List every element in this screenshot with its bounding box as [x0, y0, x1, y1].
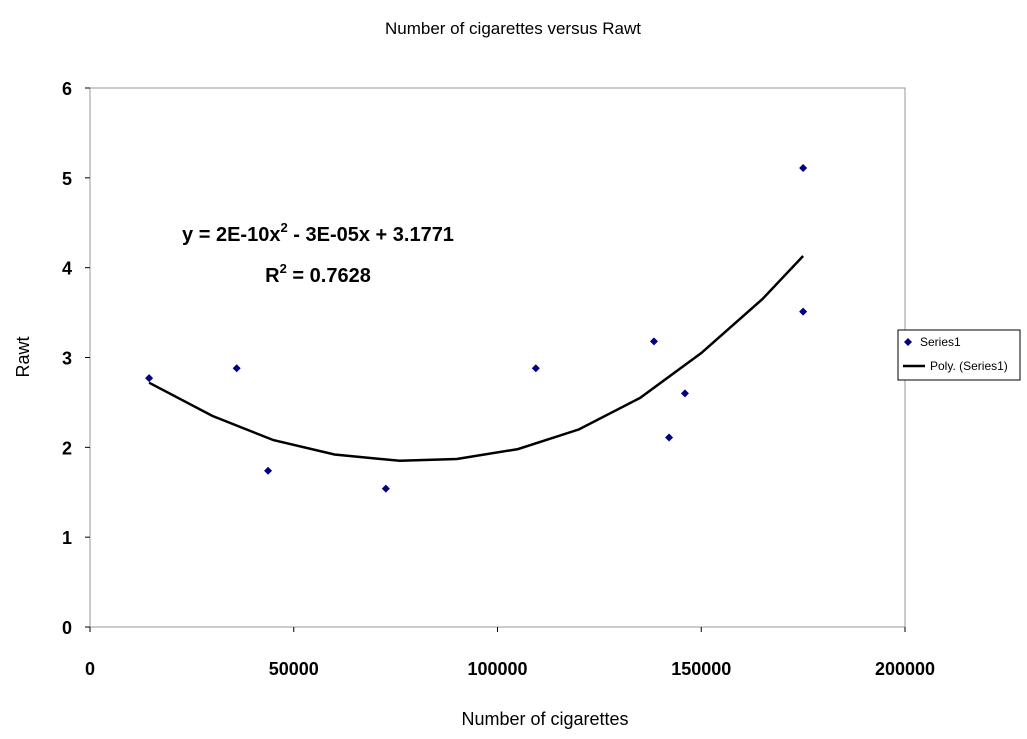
trend-label-part: = 0.7628	[287, 265, 371, 287]
trend-label-part: 2	[280, 220, 287, 235]
x-axis-label: Number of cigarettes	[461, 709, 628, 729]
plot-area	[89, 87, 906, 628]
trend-label: R2 = 0.7628	[265, 261, 371, 287]
y-tick-label: 3	[62, 349, 72, 369]
trend-label-part: y = 2E-10x	[182, 224, 280, 246]
legend	[897, 329, 1021, 381]
legend-label: Series1	[920, 335, 961, 349]
x-tick-label: 100000	[467, 659, 527, 679]
point	[145, 374, 154, 383]
y-tick-label: 2	[62, 438, 72, 458]
legend-label: Poly. (Series1)	[930, 359, 1008, 373]
trend-label-part: 2	[280, 261, 287, 276]
y-axis-label: Rawt	[13, 336, 33, 377]
y-tick-label: 0	[62, 618, 72, 638]
point	[649, 337, 658, 346]
chart-title: Number of cigarettes versus Rawt	[385, 19, 641, 38]
x-tick-label: 0	[85, 659, 95, 679]
point	[799, 307, 808, 316]
trend-label-part: - 3E-05x + 3.1771	[288, 224, 454, 246]
trend-label: y = 2E-10x2 - 3E-05x + 3.1771	[182, 220, 454, 246]
y-tick-label: 6	[62, 79, 72, 99]
x-tick-label: 200000	[875, 659, 935, 679]
trend-label-part: R	[265, 265, 280, 287]
point	[799, 163, 808, 172]
y-tick-label: 1	[62, 528, 72, 548]
point	[264, 466, 273, 475]
point	[232, 364, 241, 373]
point	[680, 389, 689, 398]
y-tick-label: 4	[62, 259, 72, 279]
legend-marker	[904, 338, 912, 346]
trendline	[148, 255, 805, 463]
point	[665, 433, 674, 442]
x-tick-label: 150000	[671, 659, 731, 679]
y-tick-label: 5	[62, 169, 72, 189]
point	[381, 484, 390, 493]
point	[531, 364, 540, 373]
x-tick-label: 50000	[269, 659, 319, 679]
